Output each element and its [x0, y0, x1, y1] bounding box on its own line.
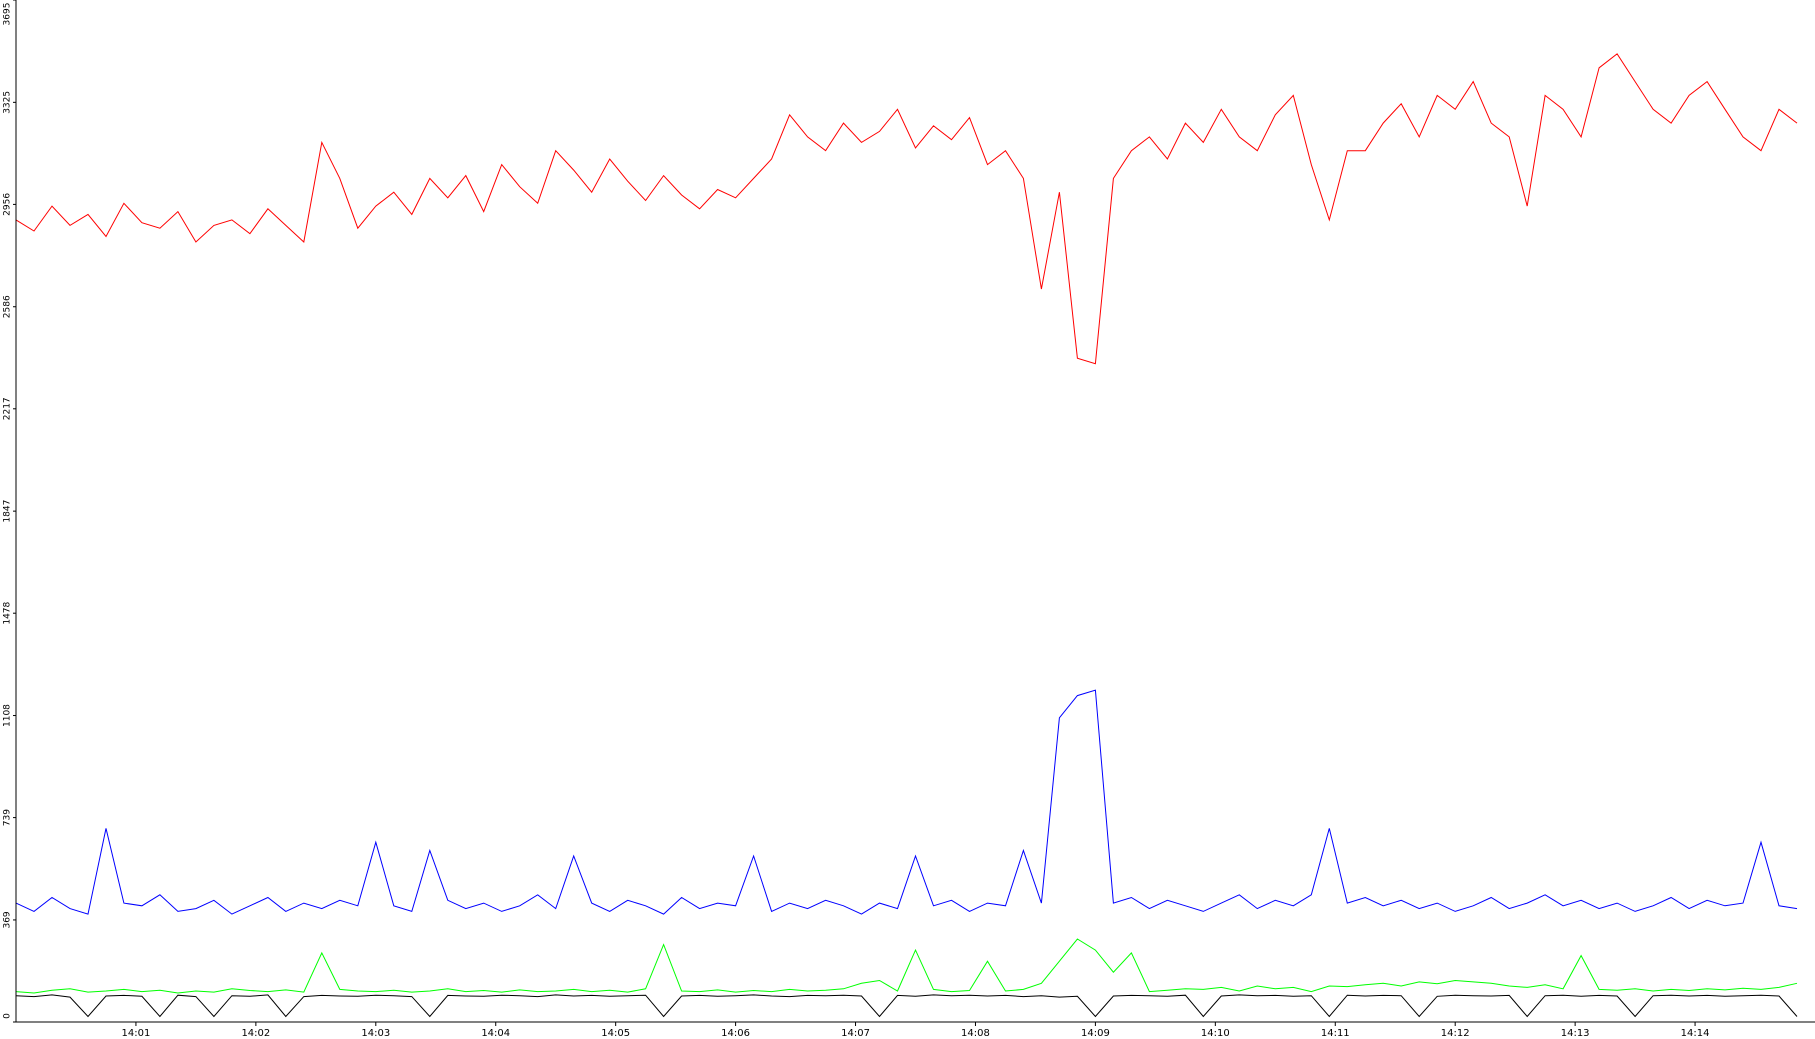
- y-tick-label: 2956: [3, 193, 13, 216]
- y-tick-label: 739: [3, 809, 13, 826]
- series-line: [15, 938, 1798, 994]
- x-tick-label: 14:11: [1321, 1028, 1350, 1039]
- y-tick-label: 1108: [3, 704, 13, 727]
- series-line: [15, 994, 1798, 1018]
- y-tick-label: 3695: [3, 3, 13, 26]
- x-tick-label: 14:09: [1081, 1028, 1110, 1039]
- y-tick-label: 2217: [3, 397, 13, 420]
- y-tick-label: 0: [3, 1013, 13, 1019]
- x-tick-label: 14:04: [481, 1028, 510, 1039]
- x-tick-label: 14:07: [841, 1028, 870, 1039]
- y-tick-label: 2586: [3, 295, 13, 318]
- x-tick-label: 14:06: [721, 1028, 750, 1039]
- y-tick-label: 3325: [3, 91, 13, 114]
- x-tick-label: 14:13: [1561, 1028, 1590, 1039]
- series-line: [15, 53, 1798, 365]
- x-tick-label: 14:14: [1681, 1028, 1710, 1039]
- x-tick-label: 14:01: [122, 1028, 151, 1039]
- x-tick-label: 14:10: [1201, 1028, 1230, 1039]
- series-line: [15, 689, 1798, 915]
- x-tick-label: 14:08: [961, 1028, 990, 1039]
- x-tick-label: 14:12: [1441, 1028, 1470, 1039]
- x-tick-label: 14:03: [361, 1028, 390, 1039]
- x-tick-label: 14:02: [241, 1028, 270, 1039]
- y-tick-label: 1478: [3, 601, 13, 624]
- y-tick-label: 369: [3, 911, 13, 928]
- y-tick-label: 1847: [3, 500, 13, 523]
- x-tick-label: 14:05: [601, 1028, 630, 1039]
